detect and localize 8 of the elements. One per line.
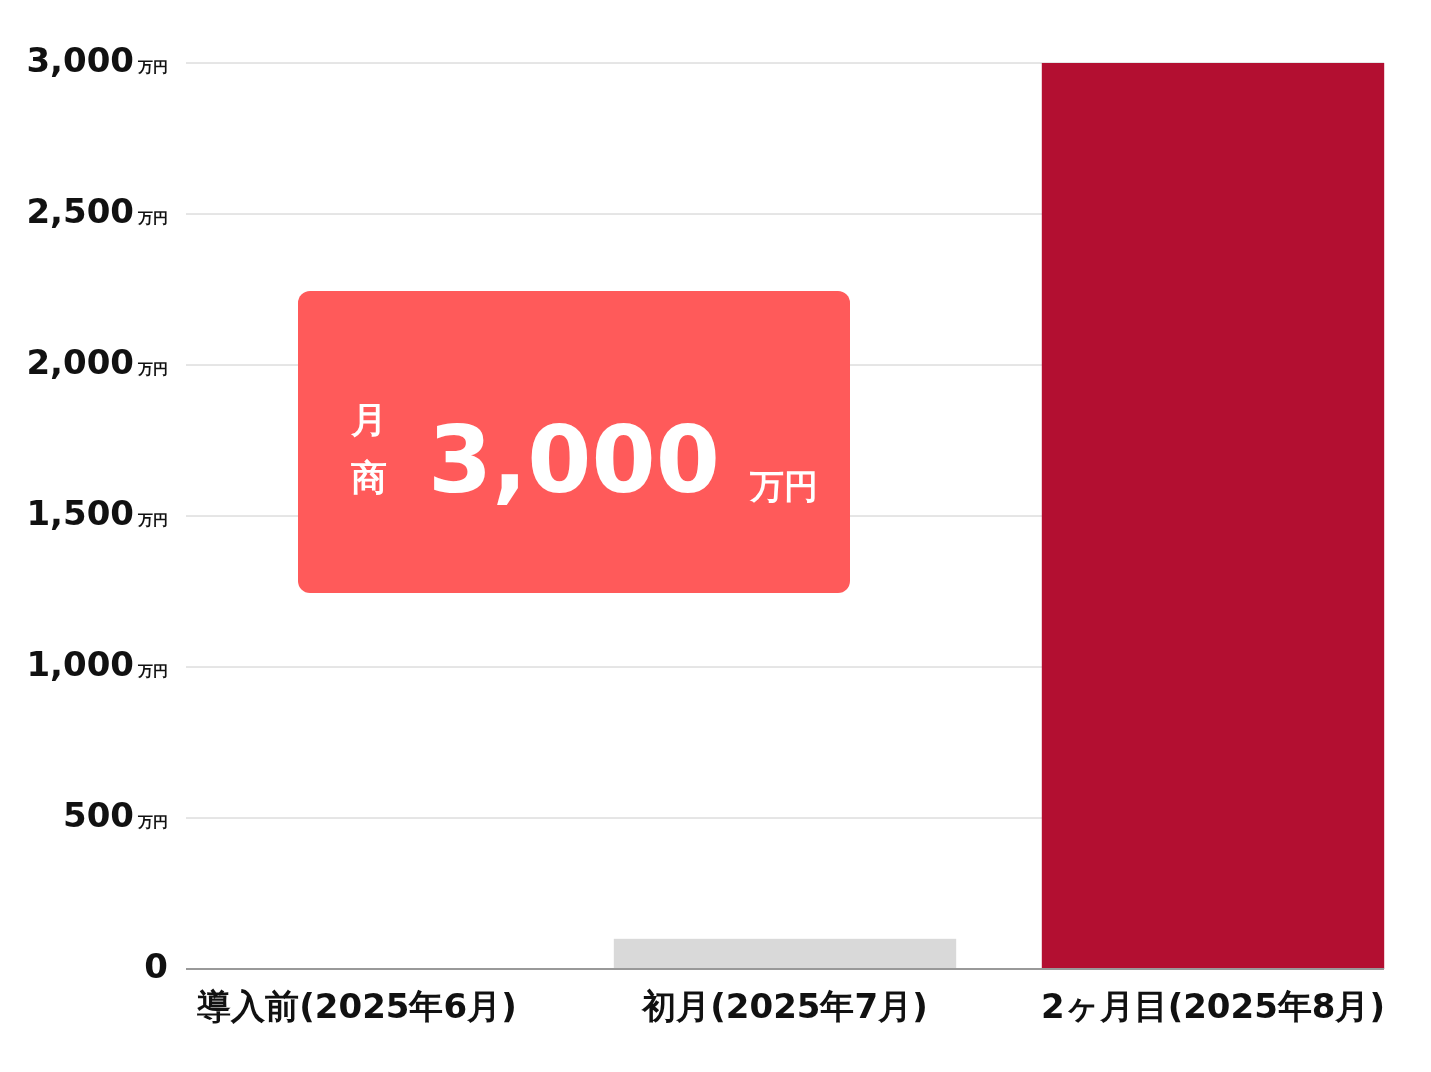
- x-tick-label: 初月(2025年7月): [641, 986, 928, 1026]
- annotation: 月商: [350, 399, 387, 498]
- annotation: 万円: [749, 466, 818, 506]
- x-tick-label: 2ヶ月目(2025年8月): [1040, 986, 1386, 1026]
- callout: 月商 3,000 万円: [298, 291, 850, 593]
- annotation: 3,000: [428, 407, 720, 514]
- y-tick-label: 0: [144, 946, 168, 986]
- x-tick-label: 導入前(2025年6月): [196, 986, 517, 1026]
